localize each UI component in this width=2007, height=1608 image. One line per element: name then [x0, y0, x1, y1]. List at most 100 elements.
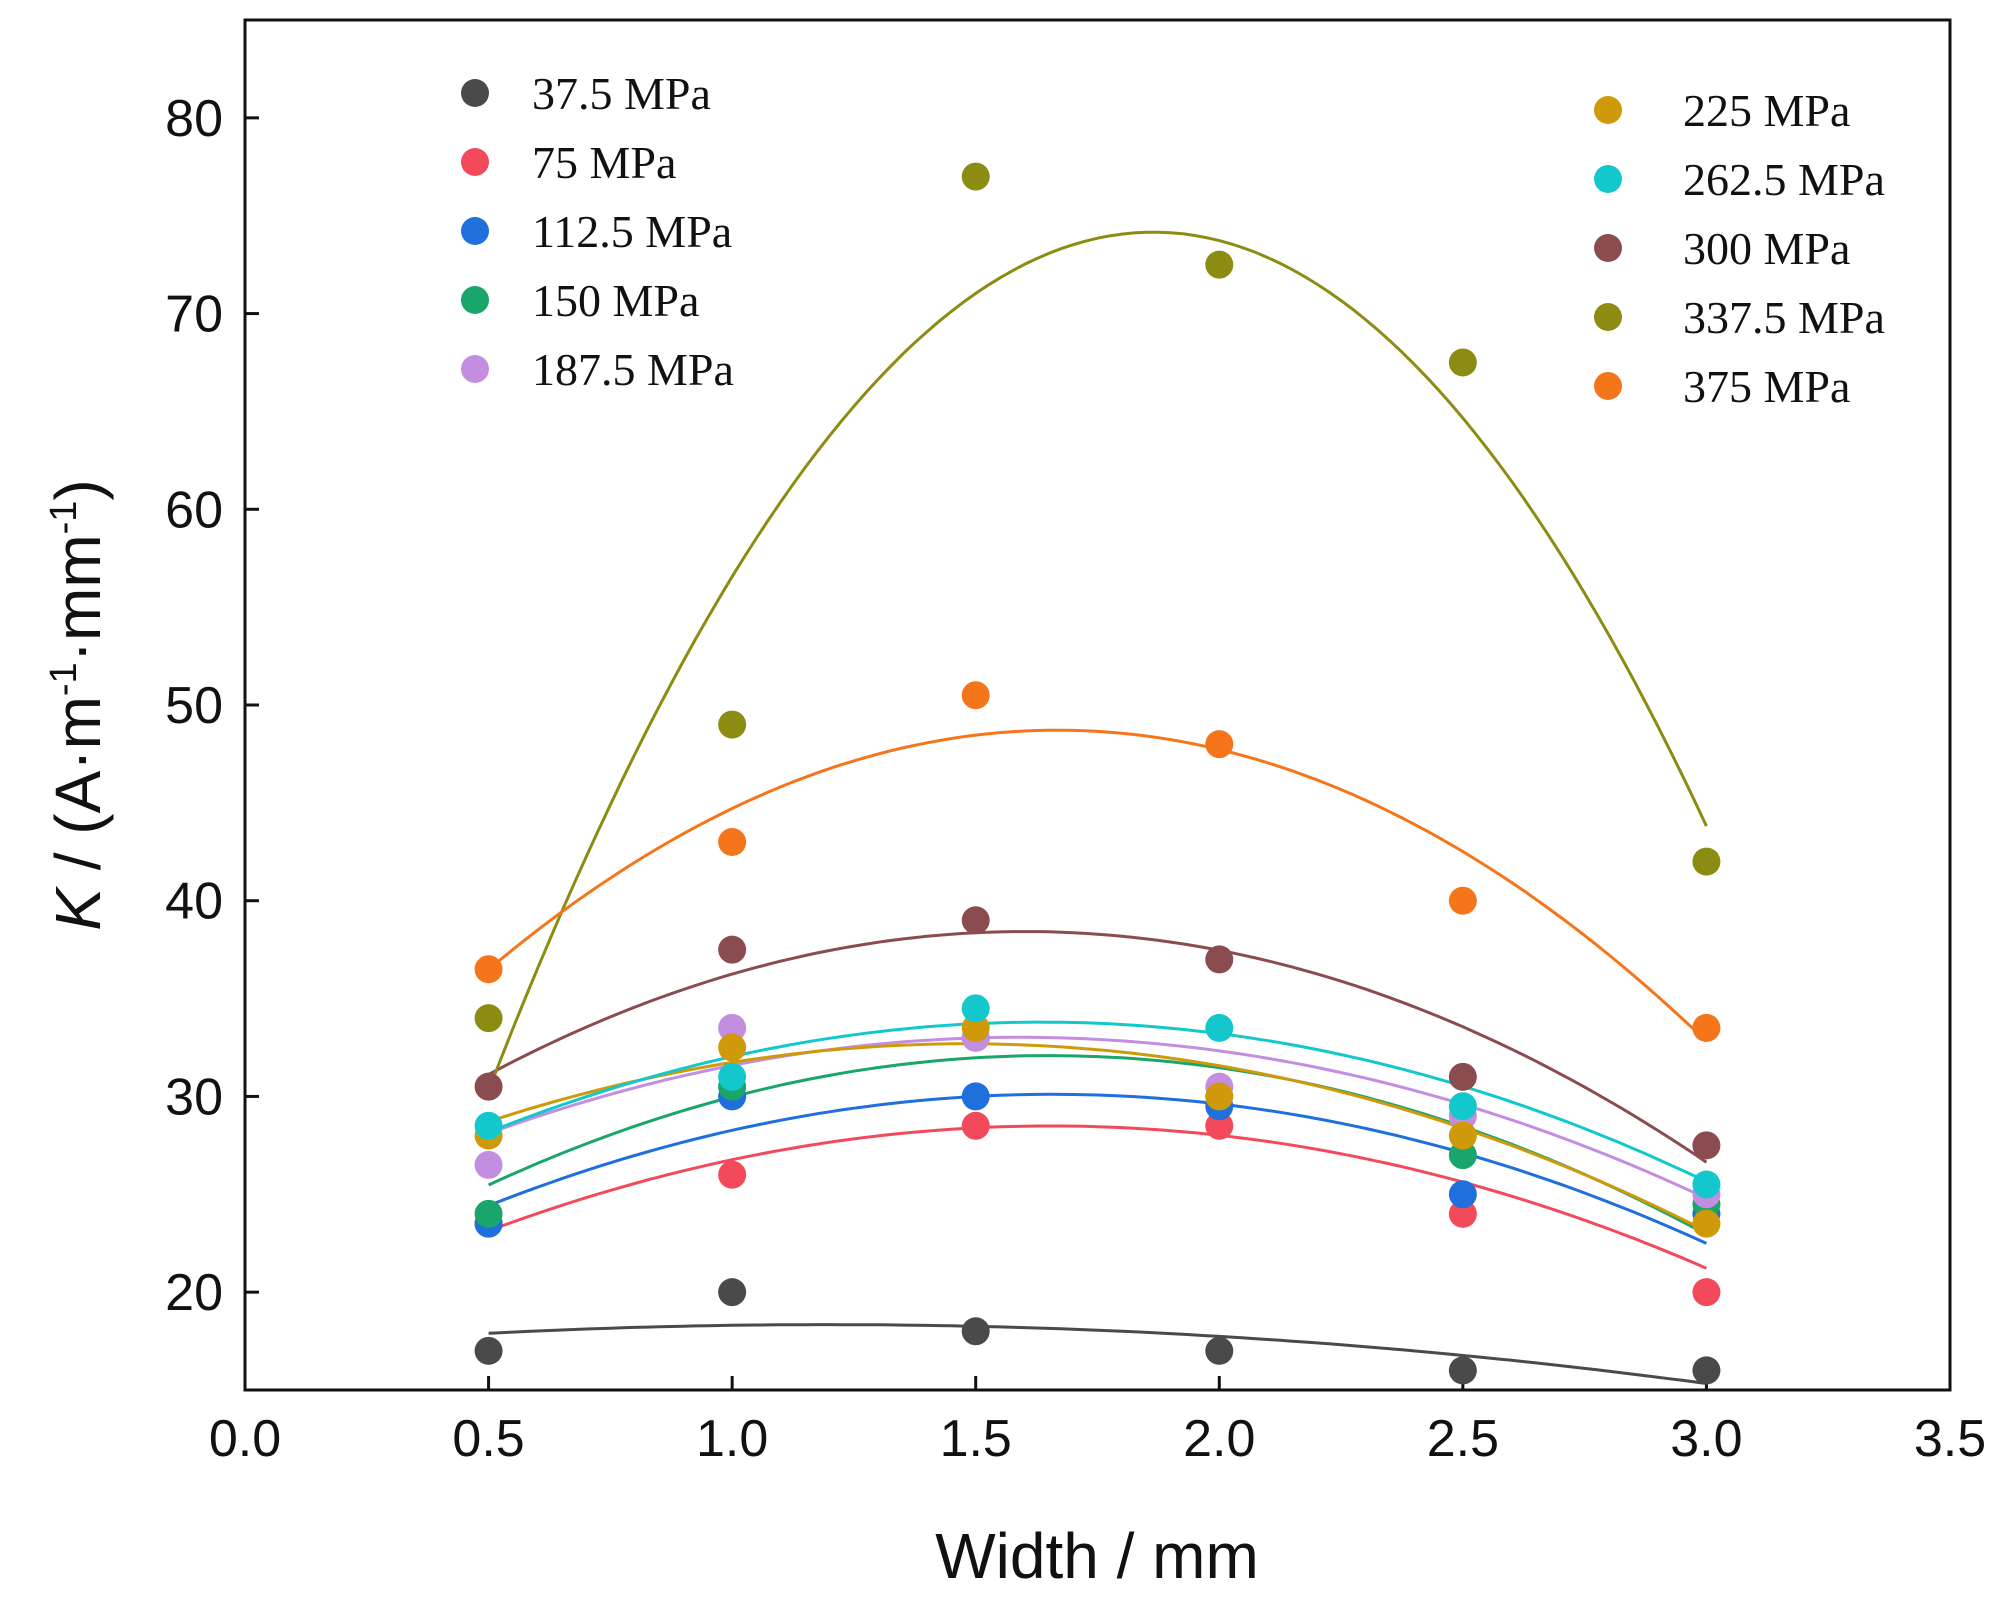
legend-marker — [1594, 96, 1622, 124]
legend-left: 37.5 MPa 75 MPa 112.5 MPa 150 MPa 187.5 MPa — [461, 68, 734, 395]
legend-right: 225 MPa 262.5 MPa 300 MPa 337.5 MPa 375 MPa — [1594, 85, 1885, 412]
legend-label: 187.5 MPa — [532, 344, 734, 395]
data-point-series-7 — [961, 906, 990, 935]
data-point-series-2 — [1448, 1180, 1477, 1209]
data-point-series-1 — [961, 1111, 990, 1140]
legend-item: 112.5 MPa — [461, 206, 732, 257]
data-point-series-6 — [961, 994, 990, 1023]
data-point-series-8 — [718, 710, 747, 739]
legend-item: 337.5 MPa — [1594, 292, 1885, 343]
legend-item: 375 MPa — [1594, 361, 1850, 412]
data-point-series-1 — [1692, 1278, 1721, 1307]
y-tick-label: 80 — [165, 90, 223, 148]
legend-item: 75 MPa — [461, 137, 676, 188]
y-axis-unit-prefix: / (A·m — [42, 696, 114, 888]
data-point-series-7 — [1205, 945, 1234, 974]
x-tick-label: 1.5 — [940, 1410, 1012, 1468]
data-points — [474, 162, 1721, 1385]
legend-marker — [461, 217, 489, 245]
legend-label: 262.5 MPa — [1683, 154, 1885, 205]
y-tick-label: 40 — [165, 873, 223, 931]
fit-curve-series-5 — [488, 1042, 1708, 1233]
data-point-series-7 — [718, 935, 747, 964]
data-point-series-6 — [1205, 1013, 1234, 1042]
data-point-series-5 — [1692, 1209, 1721, 1238]
data-point-series-7 — [1448, 1062, 1477, 1091]
x-axis-title: Width / mm — [935, 1520, 1259, 1592]
data-point-series-0 — [1448, 1356, 1477, 1385]
legend-marker — [461, 148, 489, 176]
data-point-series-9 — [961, 681, 990, 710]
data-point-series-9 — [1448, 886, 1477, 915]
legend-label: 112.5 MPa — [532, 206, 732, 257]
data-point-series-8 — [1205, 250, 1234, 279]
legend-marker — [461, 286, 489, 314]
y-tick-label: 30 — [165, 1068, 223, 1126]
legend-item: 187.5 MPa — [461, 344, 734, 395]
x-tick-label: 0.0 — [209, 1410, 281, 1468]
data-point-series-8 — [961, 162, 990, 191]
legend-item: 262.5 MPa — [1594, 154, 1885, 205]
x-tick-label: 3.0 — [1670, 1410, 1742, 1468]
data-point-series-7 — [1692, 1131, 1721, 1160]
data-point-series-2 — [961, 1082, 990, 1111]
fit-curve-series-6 — [488, 1020, 1708, 1184]
data-point-series-1 — [718, 1160, 747, 1189]
data-point-series-9 — [1692, 1013, 1721, 1042]
data-point-series-9 — [1205, 730, 1234, 759]
legend-item: 300 MPa — [1594, 223, 1850, 274]
data-point-series-8 — [1448, 348, 1477, 377]
data-point-series-9 — [474, 955, 503, 984]
fit-curve-series-8 — [487, 230, 1708, 1091]
data-point-series-6 — [1692, 1170, 1721, 1199]
legend-label: 75 MPa — [532, 137, 676, 188]
data-point-series-7 — [474, 1072, 503, 1101]
fit-curve-series-2 — [488, 1092, 1708, 1245]
legend-marker — [1594, 234, 1622, 262]
y-tick-label: 20 — [165, 1264, 223, 1322]
legend-label: 37.5 MPa — [532, 68, 711, 119]
x-tick-label: 1.0 — [696, 1410, 768, 1468]
data-point-series-9 — [718, 828, 747, 856]
legend-label: 375 MPa — [1683, 361, 1850, 412]
legend-marker — [1594, 165, 1622, 193]
fit-curve-series-9 — [487, 728, 1708, 1043]
legend-label: 150 MPa — [532, 275, 699, 326]
y-axis-title: K / (A·m-1·mm-1) — [42, 479, 114, 931]
legend-label: 337.5 MPa — [1683, 292, 1885, 343]
y-tick-label: 50 — [165, 677, 223, 735]
fit-curves — [487, 230, 1708, 1385]
data-point-series-6 — [718, 1062, 747, 1091]
fit-curve-series-0 — [488, 1323, 1707, 1385]
x-tick-label: 2.0 — [1183, 1410, 1255, 1468]
y-axis-exponent-1: -1 — [43, 662, 85, 696]
legend-marker — [461, 355, 489, 383]
data-point-series-8 — [474, 1004, 503, 1033]
y-axis-symbol: K — [42, 885, 114, 931]
y-tick-label: 70 — [165, 286, 223, 344]
legend-label: 300 MPa — [1683, 223, 1850, 274]
x-tick-label: 2.5 — [1427, 1410, 1499, 1468]
legend-item: 37.5 MPa — [461, 68, 711, 119]
data-point-series-6 — [1448, 1092, 1477, 1121]
data-point-series-0 — [474, 1336, 503, 1365]
y-axis: 20 30 40 50 60 70 80 — [165, 90, 259, 1322]
x-axis: 0.0 0.5 1.0 1.5 2.0 2.5 3.0 3.5 — [209, 1376, 1986, 1468]
data-point-series-0 — [718, 1278, 747, 1307]
x-tick-label: 3.5 — [1914, 1410, 1986, 1468]
data-point-series-8 — [1692, 847, 1721, 876]
y-axis-unit-suffix: ) — [42, 479, 114, 500]
data-point-series-1 — [1205, 1111, 1234, 1140]
data-point-series-6 — [474, 1111, 503, 1140]
legend-marker — [1594, 303, 1622, 331]
legend-marker — [461, 79, 489, 107]
y-tick-label: 60 — [165, 481, 223, 539]
data-point-series-0 — [1205, 1336, 1234, 1365]
data-point-series-5 — [718, 1033, 747, 1062]
data-point-series-4 — [718, 1013, 747, 1042]
y-axis-exponent-2: -1 — [43, 501, 85, 535]
fit-curve-series-4 — [488, 1035, 1708, 1200]
data-point-series-0 — [1692, 1356, 1721, 1385]
x-tick-label: 0.5 — [452, 1410, 524, 1468]
